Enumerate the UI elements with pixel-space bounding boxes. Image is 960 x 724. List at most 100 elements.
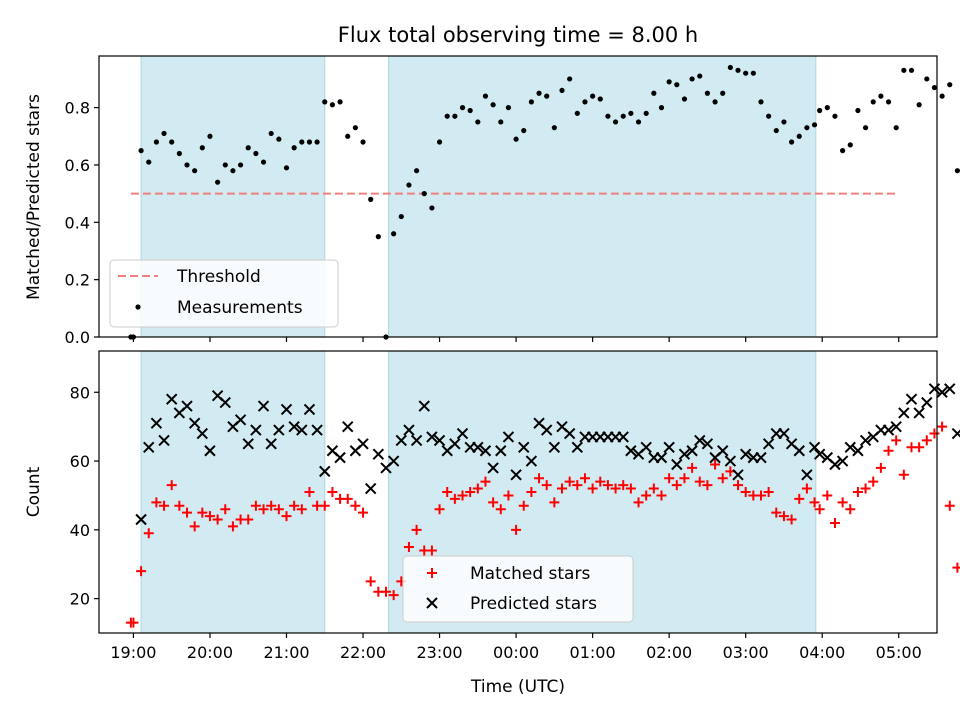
matched-point: [595, 476, 606, 487]
matched-point: [411, 524, 422, 535]
measurement-point: [924, 76, 930, 82]
measurement-point: [337, 99, 343, 105]
matched-point: [304, 487, 315, 497]
measurement-point: [306, 139, 313, 145]
measurement-point: [528, 99, 534, 105]
matched-point: [557, 483, 568, 494]
predicted-point: [433, 434, 446, 447]
matched-point: [204, 511, 215, 522]
measurement-point: [862, 125, 869, 131]
x-tick-label: 19:00: [110, 643, 156, 662]
predicted-point: [342, 420, 354, 433]
matched-point: [449, 493, 460, 504]
predicted-point: [334, 451, 346, 464]
measurement-point: [391, 231, 397, 237]
x-tick-label: 05:00: [876, 643, 922, 662]
measurement-point: [743, 70, 749, 76]
measurement-point: [490, 102, 496, 108]
matched-point: [860, 483, 871, 494]
matched-point: [503, 490, 514, 501]
predicted-point: [403, 424, 415, 436]
predicted-point: [655, 451, 668, 464]
measurement-point: [551, 125, 557, 131]
matched-point: [166, 480, 177, 491]
matched-point: [143, 528, 154, 539]
measurement-point: [824, 105, 830, 111]
matched-point: [814, 504, 825, 515]
predicted-point: [273, 424, 285, 436]
measurement-point: [766, 113, 772, 119]
measurement-point: [360, 139, 366, 145]
measurement-point: [138, 148, 144, 154]
measurement-point: [169, 139, 175, 145]
measurement-point: [712, 99, 718, 105]
measurement-point: [643, 110, 649, 116]
predicted-point: [449, 438, 461, 450]
matched-point: [266, 500, 277, 511]
matched-point: [845, 504, 856, 515]
matched-point: [625, 483, 636, 494]
x-tick-label: 03:00: [723, 643, 769, 662]
measurement-point: [582, 99, 588, 105]
matched-point: [128, 617, 139, 628]
predicted-point: [571, 441, 584, 454]
matched-point: [641, 490, 652, 501]
matched-point: [937, 421, 948, 432]
measurement-point: [893, 125, 899, 131]
matched-point: [465, 487, 476, 497]
series-predicted-stars: [135, 383, 960, 526]
matched-point: [151, 497, 162, 508]
predicted-point: [859, 434, 872, 447]
matched-point: [801, 483, 812, 494]
legend-matched-swatch: [427, 568, 437, 578]
matched-point: [694, 476, 705, 487]
predicted-point: [801, 469, 813, 481]
predicted-point: [813, 448, 826, 460]
predicted-point: [686, 445, 698, 457]
y-tick-label: 20: [70, 590, 90, 609]
measurement-point: [192, 168, 198, 174]
matched-point: [526, 487, 537, 497]
measurement-point: [628, 110, 634, 116]
measurement-point: [207, 133, 213, 139]
measurement-point: [176, 150, 182, 157]
predicted-point: [303, 403, 316, 416]
matched-point: [511, 524, 522, 535]
matched-point: [358, 507, 369, 518]
measurement-point: [704, 90, 711, 96]
matched-point: [549, 497, 560, 508]
predicted-point: [793, 445, 805, 457]
matched-point: [220, 504, 231, 515]
predicted-point: [311, 424, 323, 436]
matched-point: [929, 428, 940, 439]
matched-point: [182, 507, 193, 518]
predicted-point: [951, 427, 960, 440]
predicted-point: [487, 462, 499, 474]
measurement-point: [658, 105, 665, 111]
predicted-point: [898, 407, 910, 419]
x-tick-label: 00:00: [493, 643, 539, 662]
measurement-point: [947, 82, 953, 88]
measurement-point: [804, 125, 810, 131]
matched-point: [829, 517, 840, 528]
series-measurements: [128, 64, 960, 340]
predicted-point: [928, 383, 941, 395]
x-tick-label: 01:00: [570, 643, 616, 662]
matched-point: [212, 514, 223, 525]
predicted-point: [418, 400, 430, 412]
measurement-point: [276, 136, 282, 142]
y-tick-label: 0.8: [65, 99, 90, 118]
x-tick-label: 22:00: [340, 643, 386, 662]
measurement-point: [666, 79, 672, 85]
predicted-point: [671, 458, 683, 471]
measurement-point: [153, 139, 159, 145]
measurement-point: [878, 93, 884, 99]
predicted-point: [456, 427, 469, 440]
measurement-point: [245, 145, 251, 151]
measurement-point: [832, 113, 838, 119]
predicted-point: [196, 427, 209, 440]
measurement-point: [939, 93, 945, 99]
measurement-point: [260, 159, 267, 165]
matched-point: [564, 476, 575, 487]
